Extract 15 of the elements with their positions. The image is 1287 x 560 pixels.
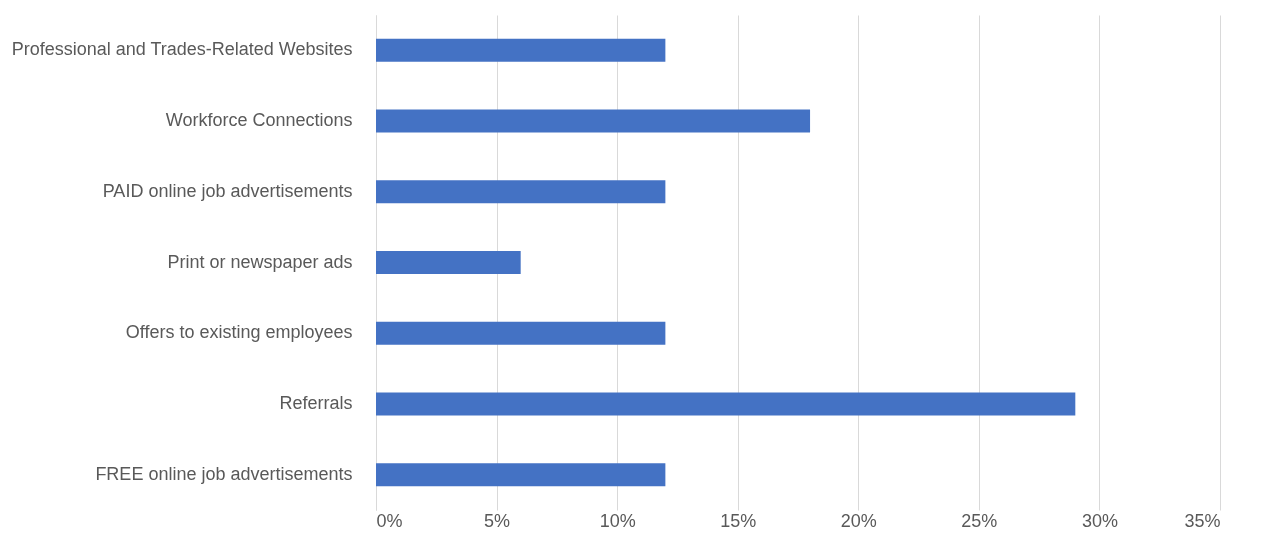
x-tick-label: 25%	[961, 510, 998, 531]
y-tick-label: FREE online job advertisements	[95, 463, 353, 484]
y-tick-label: Referrals	[279, 392, 353, 413]
x-tick-label: 30%	[1081, 510, 1118, 531]
x-tick-label: 20%	[840, 510, 877, 531]
y-tick-label: Print or newspaper ads	[167, 251, 353, 272]
x-tick-label: 5%	[484, 510, 511, 531]
y-tick-label: Offers to existing employees	[125, 322, 353, 343]
x-tick-label: 15%	[720, 510, 757, 531]
y-tick-label: Professional and Trades-Related Websites	[11, 39, 353, 60]
y-tick-label: PAID online job advertisements	[102, 180, 353, 201]
x-tick-label: 0%	[376, 510, 403, 531]
x-tick-label: 10%	[599, 510, 636, 531]
y-tick-label: Workforce Connections	[165, 110, 353, 131]
x-tick-label: 35%	[1184, 510, 1221, 531]
